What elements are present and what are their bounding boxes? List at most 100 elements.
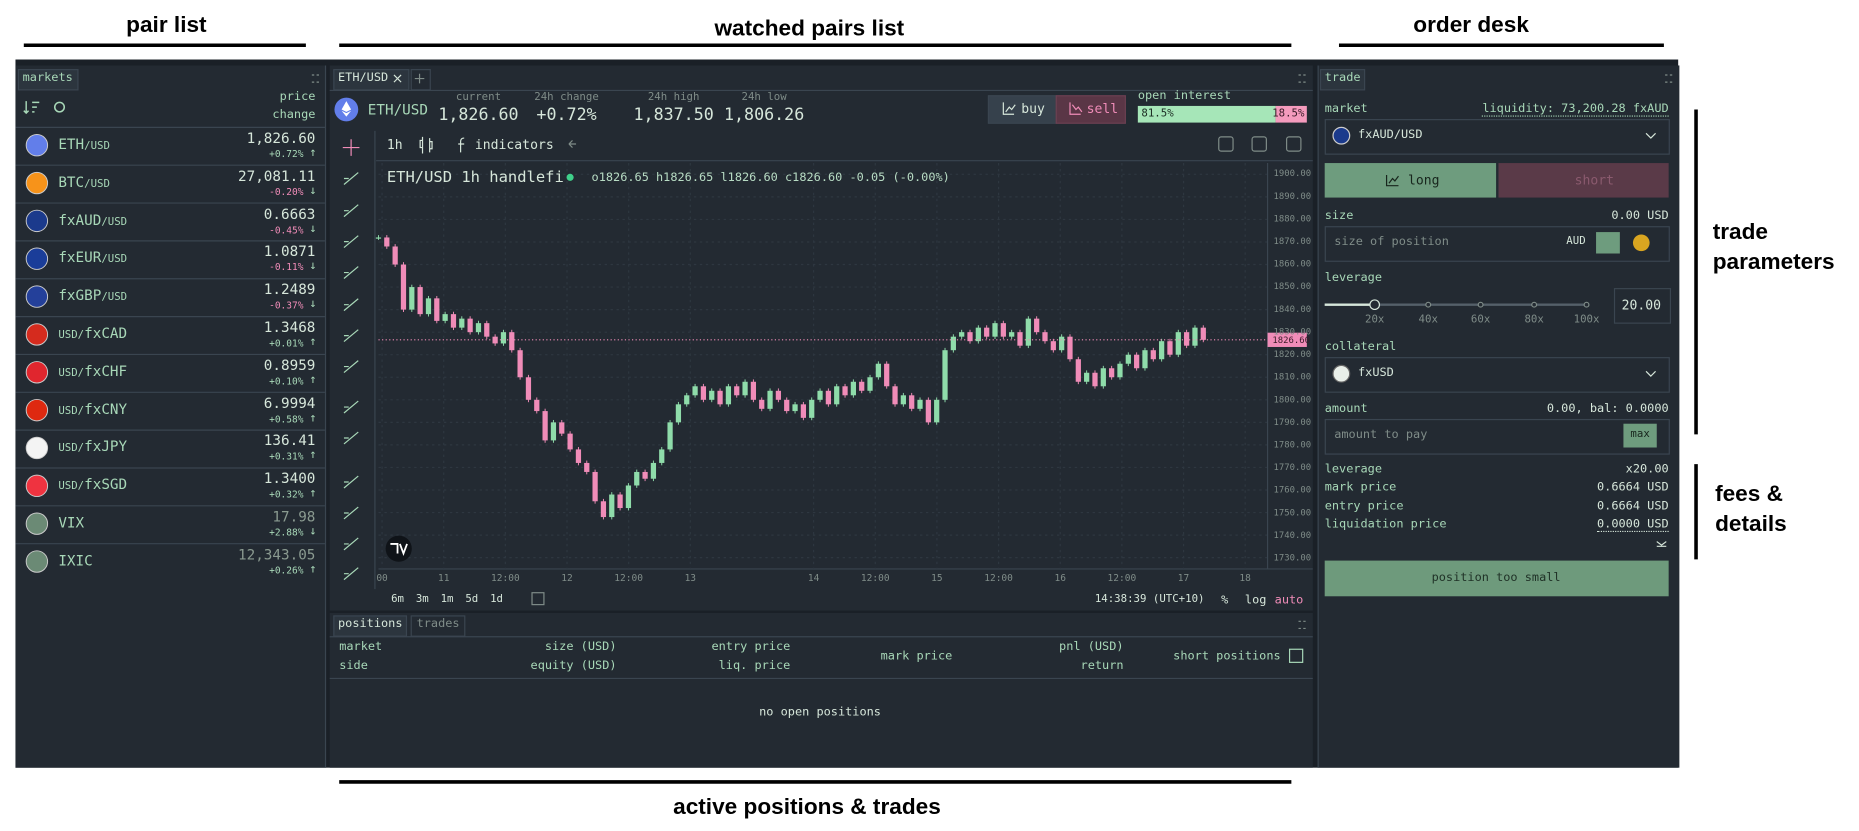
pair-part: fxCHF bbox=[84, 362, 128, 380]
detail-value: 0.6664 USD bbox=[1596, 481, 1669, 495]
text: trade bbox=[1324, 71, 1361, 85]
detail-value: 0.6664 USD bbox=[1596, 499, 1669, 513]
text: short bbox=[1574, 172, 1615, 189]
text: indicators bbox=[474, 136, 554, 153]
text: markets bbox=[22, 71, 73, 85]
pair-arrow: ↓ bbox=[309, 297, 317, 311]
slider-label: 40x bbox=[1418, 314, 1438, 327]
checkbox bbox=[1288, 648, 1304, 663]
pair-part: /USD bbox=[84, 178, 110, 191]
text: ETH/USD bbox=[338, 71, 389, 85]
text: positions bbox=[338, 617, 403, 631]
text: 0.00 USD bbox=[1611, 209, 1669, 223]
pair-part: /USD bbox=[84, 140, 110, 153]
pair-arrow: ↑ bbox=[309, 335, 317, 349]
detail-value: x20.00 bbox=[1625, 462, 1669, 477]
x-tick-label: 12 bbox=[561, 572, 573, 584]
text: size bbox=[1324, 209, 1354, 223]
slider-label: 60x bbox=[1470, 314, 1491, 327]
long-button bbox=[1324, 163, 1497, 198]
market-select bbox=[1324, 119, 1670, 155]
tab bbox=[17, 69, 79, 91]
y-tick-label: 1750.00 bbox=[1273, 506, 1312, 518]
text: ETH/USD 1h handlefi bbox=[386, 169, 564, 187]
pair-arrow: ↑ bbox=[309, 146, 317, 160]
text: 1h bbox=[386, 136, 403, 153]
tab bbox=[410, 615, 466, 637]
y-tick-label: 1820.00 bbox=[1273, 348, 1312, 360]
text: size (USD) bbox=[544, 640, 617, 654]
pair-change: +0.10% bbox=[269, 375, 304, 387]
annotation: fees & details bbox=[1715, 482, 1787, 537]
text: short positions bbox=[1173, 649, 1281, 663]
pair-part: fxSGD bbox=[84, 476, 128, 493]
y-tick-label: 1810.00 bbox=[1273, 371, 1312, 383]
pair-name: fxGBP/USD bbox=[58, 288, 127, 303]
pair-arrow: ↑ bbox=[309, 411, 317, 425]
text: change bbox=[272, 108, 316, 122]
text: size of position bbox=[1334, 235, 1449, 249]
pair-change: -0.20% bbox=[269, 186, 304, 198]
y-tick-label: 1850.00 bbox=[1273, 281, 1312, 292]
markets-panel bbox=[15, 65, 327, 768]
text: 1,826.60 bbox=[438, 105, 519, 125]
x-tick-label: 12:00 bbox=[614, 572, 643, 584]
text: AUD bbox=[1566, 235, 1586, 248]
pair-part: fxAUD bbox=[58, 211, 102, 229]
y-tick-label: 1890.00 bbox=[1273, 190, 1312, 202]
sell-button bbox=[1055, 95, 1126, 124]
pair-arrow: ↑ bbox=[309, 487, 317, 501]
text: current bbox=[455, 91, 502, 104]
detail-value: 0.0000 USD bbox=[1596, 517, 1669, 532]
pair-name: USD/fxCAD bbox=[58, 326, 127, 341]
annotation: order desk bbox=[1413, 13, 1529, 39]
short-button bbox=[1498, 163, 1669, 198]
annotation: watched pairs list bbox=[714, 16, 905, 42]
text: 20.00 bbox=[1621, 297, 1661, 314]
pair-part: /USD bbox=[101, 216, 128, 229]
pair-name: VIX bbox=[58, 515, 84, 529]
amount-input bbox=[1324, 418, 1670, 455]
text: 81.5% bbox=[1141, 108, 1174, 121]
pair-arrow: ↓ bbox=[309, 222, 317, 236]
max-button bbox=[1623, 423, 1657, 448]
x-tick-label: 11 bbox=[437, 572, 450, 584]
pair-change: +0.26% bbox=[269, 565, 304, 576]
pair-name: USD/fxSGD bbox=[58, 477, 127, 492]
x-tick-label: 12:00 bbox=[860, 572, 890, 584]
pair-part: fxCAD bbox=[84, 324, 128, 342]
pair-change: +0.32% bbox=[269, 489, 304, 501]
collateral-select bbox=[1324, 357, 1670, 393]
pair-price: 0.8959 bbox=[263, 356, 316, 374]
y-tick-label: 1770.00 bbox=[1273, 461, 1312, 473]
pair-part: USD/ bbox=[58, 481, 85, 493]
pair-arrow: ↑ bbox=[309, 562, 317, 576]
pair-price: 1.3400 bbox=[263, 470, 316, 488]
x-tick-label: 13 bbox=[684, 572, 697, 584]
pair-name: USD/fxCNY bbox=[58, 402, 127, 417]
scale-option: log bbox=[1244, 593, 1267, 608]
pair-part: BTC bbox=[58, 173, 85, 191]
pair-arrow: ↑ bbox=[309, 373, 317, 387]
x-tick-label: 00 bbox=[376, 572, 388, 584]
y-tick-label: 1760.00 bbox=[1273, 484, 1312, 495]
y-tick-label: 1730.00 bbox=[1273, 551, 1312, 563]
pair-part: /USD bbox=[101, 253, 128, 266]
annotation: trade parameters bbox=[1712, 220, 1835, 275]
annotation: active positions & trades bbox=[673, 795, 941, 821]
pair-part: VIX bbox=[58, 514, 85, 531]
text: entry price bbox=[711, 640, 791, 654]
pair-price: 1.3468 bbox=[263, 318, 316, 336]
pair-arrow: ↑ bbox=[309, 449, 317, 463]
slider-label: 20x bbox=[1365, 314, 1385, 327]
y-tick-label: 1900.00 bbox=[1273, 168, 1312, 180]
y-tick-label: 1740.00 bbox=[1273, 529, 1312, 540]
x-tick-label: 12:00 bbox=[984, 572, 1013, 584]
leverage-input bbox=[1613, 288, 1672, 324]
text: long bbox=[1408, 172, 1440, 189]
y-tick-label: 1800.00 bbox=[1273, 393, 1312, 405]
pair-change: -0.37% bbox=[269, 300, 304, 311]
scale-option: auto bbox=[1274, 593, 1304, 608]
submit-button bbox=[1324, 560, 1669, 597]
